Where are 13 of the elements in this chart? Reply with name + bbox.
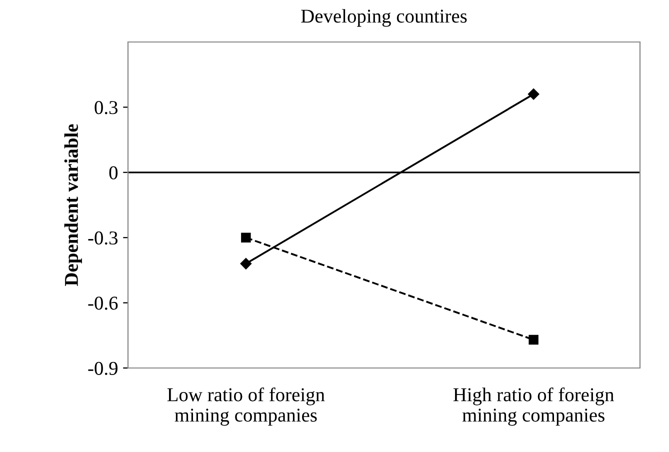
x-tick-label: High ratio of foreign mining companies bbox=[453, 387, 614, 426]
chart-title: Developing countires bbox=[301, 9, 467, 27]
point bbox=[528, 88, 540, 100]
x-tick-label: Low ratio of foreign mining companies bbox=[167, 387, 325, 426]
y-tick-label: -0.3 bbox=[88, 231, 118, 245]
y-tick-label: 0.3 bbox=[94, 101, 118, 114]
y-tick-label: -0.6 bbox=[88, 296, 118, 310]
point bbox=[528, 334, 538, 345]
y-tick-label: -0.9 bbox=[88, 362, 118, 376]
point bbox=[241, 232, 251, 242]
point bbox=[240, 258, 252, 270]
y-tick-label: 0 bbox=[109, 166, 118, 180]
y-axis-title: Dependent variable bbox=[64, 124, 82, 286]
